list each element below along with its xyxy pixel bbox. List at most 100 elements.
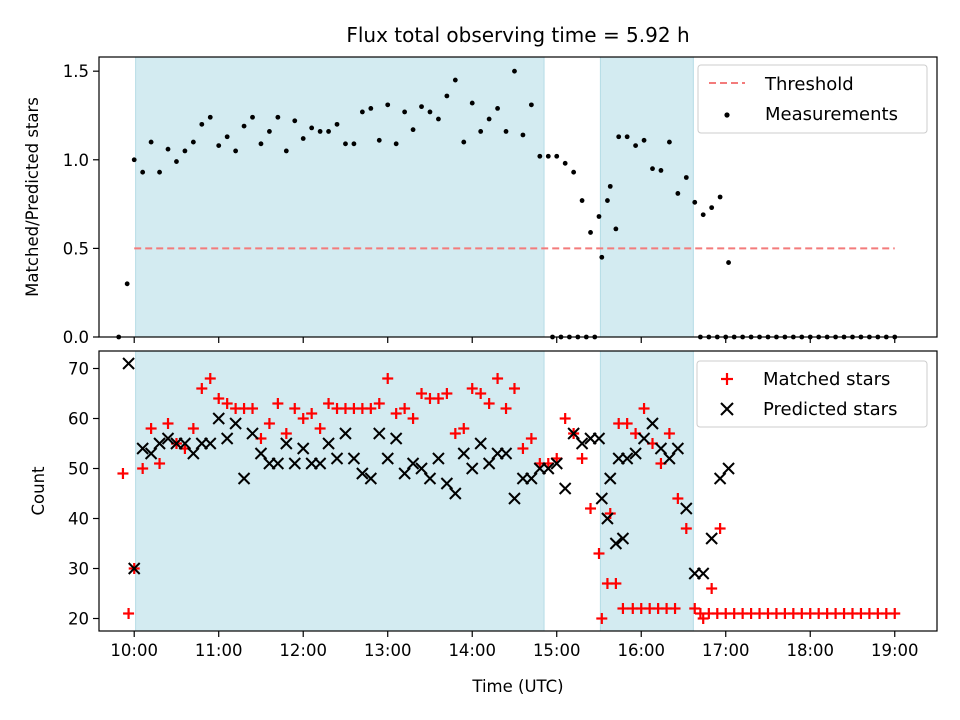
predicted-star-point bbox=[654, 442, 668, 455]
y-tick-label: 1.5 bbox=[63, 62, 89, 81]
matched-star-point bbox=[221, 398, 233, 409]
predicted-star-point bbox=[237, 472, 251, 485]
measurement-point bbox=[258, 141, 264, 147]
legend-measurements-label: Measurements bbox=[765, 104, 898, 125]
measurement-point bbox=[174, 159, 179, 164]
matched-star-point bbox=[458, 423, 470, 434]
measurement-point bbox=[165, 146, 171, 152]
matched-star-point bbox=[466, 383, 478, 394]
shaded-interval bbox=[599, 350, 694, 632]
predicted-star-point bbox=[347, 452, 361, 465]
matched-star-point bbox=[706, 583, 718, 594]
matched-star-point bbox=[593, 548, 605, 559]
matched-star-point bbox=[314, 423, 326, 434]
matched-star-point bbox=[680, 523, 692, 534]
matched-star-point bbox=[289, 403, 301, 414]
measurement-point bbox=[469, 100, 475, 106]
matched-star-point bbox=[365, 403, 377, 414]
matched-star-point bbox=[596, 613, 608, 624]
y-tick-label: 60 bbox=[68, 410, 89, 429]
measurement-point bbox=[726, 260, 731, 265]
top-legend: Threshold Measurements bbox=[697, 64, 928, 134]
measurement-point bbox=[207, 114, 213, 120]
top-panel: 0.0 0.5 1.0 1.5 Matched/Predicted stars Thr… bbox=[23, 56, 938, 347]
matched-star-point bbox=[399, 403, 411, 414]
predicted-star-point bbox=[457, 447, 470, 460]
predicted-star-point bbox=[313, 457, 327, 470]
measurement-point bbox=[351, 141, 357, 147]
predicted-star-point bbox=[204, 437, 217, 450]
predicted-star-point bbox=[713, 472, 727, 485]
predicted-star-point bbox=[525, 472, 538, 485]
measurement-point bbox=[562, 160, 568, 166]
matched-star-point bbox=[621, 418, 633, 429]
predicted-star-point bbox=[646, 417, 659, 430]
measurement-point bbox=[199, 121, 205, 127]
matched-star-point bbox=[525, 433, 537, 444]
predicted-star-point bbox=[629, 447, 642, 460]
matched-star-point bbox=[272, 398, 284, 409]
shaded-interval bbox=[135, 56, 545, 338]
predicted-star-point bbox=[122, 357, 135, 370]
x-axis-label: Time (UTC) bbox=[471, 677, 563, 696]
predicted-star-point bbox=[153, 437, 166, 450]
predicted-star-point bbox=[637, 432, 651, 445]
predicted-star-point bbox=[280, 437, 293, 450]
predicted-star-point bbox=[508, 492, 521, 505]
predicted-star-point bbox=[601, 512, 614, 525]
predicted-star-point bbox=[373, 427, 386, 440]
matched-star-point bbox=[407, 413, 419, 424]
predicted-star-point bbox=[254, 447, 268, 460]
matched-star-point bbox=[145, 423, 157, 434]
top-legend-box bbox=[697, 64, 928, 134]
x-tick-label: 10:00 bbox=[110, 641, 158, 660]
predicted-star-point bbox=[339, 427, 352, 440]
predicted-star-point bbox=[212, 412, 225, 425]
predicted-star-point bbox=[474, 437, 487, 450]
measurement-point bbox=[182, 148, 188, 154]
measurement-point bbox=[376, 137, 382, 143]
matched-star-point bbox=[638, 403, 650, 414]
x-tick-label: 12:00 bbox=[279, 641, 327, 660]
measurement-point bbox=[427, 109, 433, 115]
matched-star-point bbox=[672, 493, 684, 504]
measurement-point bbox=[605, 198, 610, 203]
measurement-point bbox=[419, 104, 424, 110]
measurement-point bbox=[402, 109, 408, 115]
predicted-star-point bbox=[246, 427, 259, 440]
measurement-point bbox=[452, 77, 458, 83]
matched-star-point bbox=[390, 408, 402, 419]
predicted-star-point bbox=[558, 482, 572, 495]
predicted-star-point bbox=[592, 432, 606, 445]
measurement-point bbox=[157, 169, 162, 175]
measurement-point bbox=[233, 148, 239, 154]
measurement-point bbox=[616, 134, 622, 140]
measurement-point bbox=[700, 212, 706, 218]
y-tick-label: 20 bbox=[68, 610, 89, 629]
predicted-star-point bbox=[288, 457, 301, 470]
top-shaded-intervals bbox=[135, 56, 694, 338]
matched-star-point bbox=[441, 388, 453, 399]
predicted-star-point bbox=[550, 457, 563, 470]
matched-star-point bbox=[689, 603, 701, 614]
matched-star-point bbox=[213, 393, 225, 404]
measurement-point bbox=[683, 175, 689, 180]
matched-star-point bbox=[297, 413, 309, 424]
x-tick-label: 17:00 bbox=[702, 641, 750, 660]
measurement-point bbox=[624, 134, 630, 140]
matched-star-point bbox=[123, 608, 135, 619]
predicted-star-point bbox=[567, 427, 580, 440]
measurement-point bbox=[641, 137, 647, 143]
predicted-star-point bbox=[680, 502, 693, 515]
measurement-point bbox=[554, 153, 560, 159]
measurement-point bbox=[326, 129, 331, 134]
y-tick-label: 70 bbox=[68, 360, 89, 379]
matched-star-point bbox=[576, 453, 588, 464]
matched-star-point bbox=[449, 428, 461, 439]
predicted-star-point bbox=[604, 472, 617, 485]
measurement-point bbox=[537, 153, 543, 159]
measurement-point bbox=[359, 109, 365, 115]
x-tick-label: 13:00 bbox=[364, 641, 412, 660]
legend-threshold-label: Threshold bbox=[764, 74, 854, 95]
bottom-axes-frame bbox=[98, 350, 938, 632]
